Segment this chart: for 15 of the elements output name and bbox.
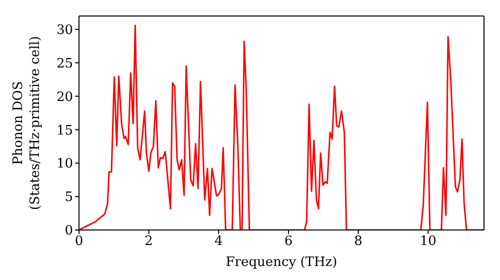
x-tick-label: 8 [354,234,362,250]
y-tick-label: 5 [64,190,73,206]
y-tick-label: 0 [64,224,73,239]
x-tick-label: 2 [144,234,153,250]
x-tick-label: 4 [214,234,223,250]
y-tick-label: 10 [56,156,73,172]
y-tick-label: 30 [56,22,73,38]
x-tick-label: 0 [74,234,84,250]
x-tick-label: 6 [284,234,293,250]
y-tick-label: 20 [56,90,73,105]
x-tick-label: 10 [420,234,436,250]
y-tick-label: 25 [56,56,73,72]
x-axis-title: Frequency (THz) [226,255,338,270]
y-tick-label: 15 [56,123,73,138]
y-axis-title: Phonon DOS (States/THz·primitive cell) [11,36,43,210]
